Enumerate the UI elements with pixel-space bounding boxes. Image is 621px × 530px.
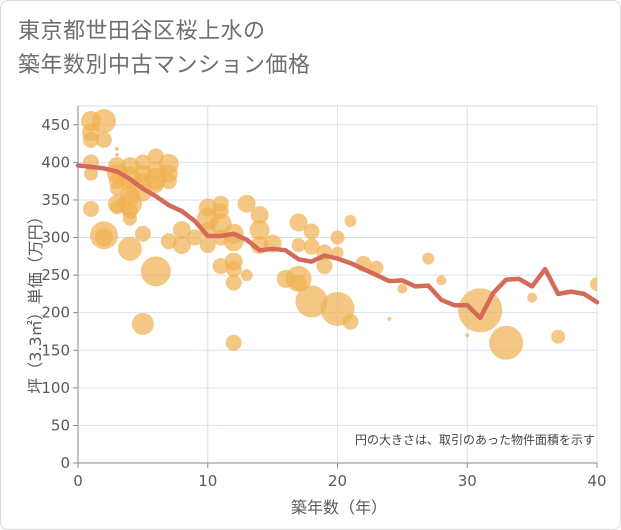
bubble-point [289,213,308,232]
bubble-point [114,152,119,157]
x-tick-label: 40 [587,472,606,490]
bubble-point [134,225,151,242]
bubble-point [160,173,177,190]
y-tick-label: 450 [41,116,70,134]
average-price-trend-line [75,163,600,321]
bubble-point [199,237,216,254]
bubble-point [225,274,242,291]
y-tick-label: 200 [41,304,70,322]
y-axis-label: 坪（3.3㎡）単価（万円） [26,208,45,393]
y-tick-label: 350 [41,191,70,209]
bubble-point [290,274,307,291]
bubble-point [295,285,328,318]
bubble-point [109,181,124,196]
bubble-point [342,313,359,330]
y-tick-label: 250 [41,266,70,284]
y-tick-label: 300 [41,229,70,247]
bubble-point [237,194,256,213]
bubble-series [80,109,597,360]
bubble-point [117,236,142,261]
bubble-point [147,176,164,193]
y-tick-label: 0 [60,454,70,472]
bubble-point [422,252,435,265]
y-tick-label: 100 [41,379,70,397]
bubble-size-note: 円の大きさは、取引のあった物件面積を示す [355,432,595,447]
bubble-point [316,258,333,275]
bubble-point [590,277,597,292]
x-axis-label: 築年数（年） [291,498,387,517]
bubble-point [122,211,137,226]
bubble-point [250,205,269,224]
bubble-point [527,292,538,303]
bubble-point [330,230,345,245]
bubble-point [465,333,470,338]
trend-line-series [75,163,600,321]
bubble-point [397,283,408,294]
bubble-point [91,109,116,134]
bubble-point [186,229,203,246]
axes: 0 50 100 150 200 250 300 350 400 450 0 10 20 30 40 [41,106,607,490]
x-tick-label: 10 [198,472,217,490]
bubble-point [131,312,154,335]
bubble-point [83,166,98,181]
y-tick-label: 50 [51,416,70,434]
chart-title: 東京都世田谷区桜上水の 築年数別中古マンション価格 [18,19,311,78]
bubble-point [344,214,357,227]
bubble-point [249,220,270,241]
bubble-point [303,238,320,255]
bubble-point [94,228,113,247]
bubble-point [291,238,306,253]
bubble-point [387,316,392,321]
y-tick-label: 150 [41,341,70,359]
x-tick-label: 30 [458,472,477,490]
x-tick-label: 0 [73,472,83,490]
bubble-point [82,131,99,148]
x-tick-label: 20 [328,472,347,490]
bubble-point [240,269,253,282]
bubble-point [551,329,566,344]
bubble-point [225,334,242,351]
bubble-point [331,246,344,259]
bubble-point [303,223,320,240]
y-tick-label: 400 [41,153,70,171]
bubble-point [489,325,524,360]
bubble-point [82,200,99,217]
bubble-point [225,261,242,278]
bubble-point [95,131,112,148]
bubble-point [458,288,503,333]
bubble-point [172,236,191,255]
bubble-point [172,221,191,240]
bubble-point [436,275,447,286]
bubble-point [140,256,171,287]
bubble-point [114,146,119,151]
